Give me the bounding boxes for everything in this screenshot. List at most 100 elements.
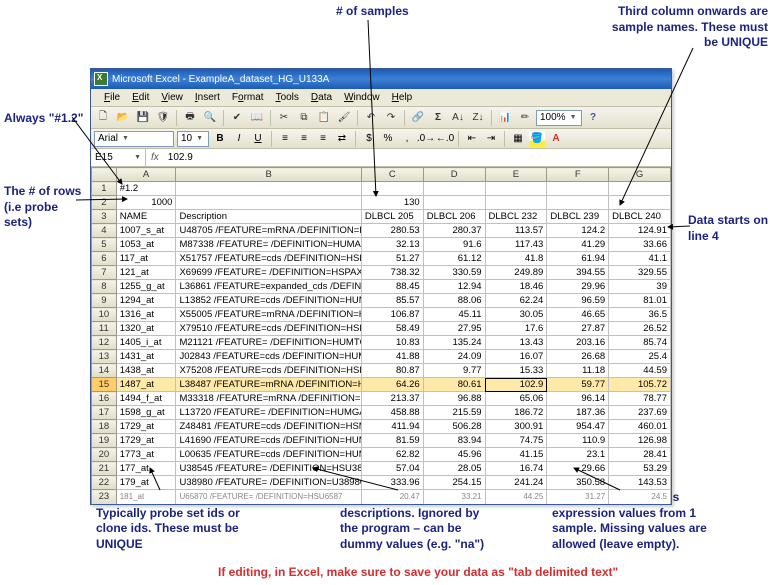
cell[interactable]: 1773_at <box>116 448 176 462</box>
table-row[interactable]: 51053_atM87338 /FEATURE= /DEFINITION=HUM… <box>92 238 671 252</box>
cell[interactable]: 15.33 <box>485 364 547 378</box>
table-row[interactable]: 21000130 <box>92 196 671 210</box>
cell[interactable]: 23.1 <box>547 448 609 462</box>
print-icon[interactable]: 🖶 <box>181 109 199 127</box>
row-header[interactable]: 12 <box>92 336 117 350</box>
cell[interactable]: 121_at <box>116 266 176 280</box>
row-header[interactable]: 2 <box>92 196 117 210</box>
cell[interactable]: 44.25 <box>485 490 547 504</box>
spreadsheet-grid[interactable]: A B C D E F G 1#1.2210001303NAMEDescript… <box>91 167 671 504</box>
dec-indent-icon[interactable]: ⇤ <box>464 131 480 147</box>
cell[interactable]: 1405_i_at <box>116 336 176 350</box>
menu-file[interactable]: File <box>99 91 125 104</box>
cell[interactable] <box>423 182 485 196</box>
cell[interactable]: M21121 /FEATURE= /DEFINITION=HUMTCS <box>176 336 361 350</box>
cell[interactable]: DLBCL 205 <box>361 210 423 224</box>
cell[interactable]: L13852 /FEATURE=cds /DEFINITION=HUM1U <box>176 294 361 308</box>
row-header[interactable]: 9 <box>92 294 117 308</box>
bold-icon[interactable]: B <box>212 131 228 147</box>
cell[interactable]: 1598_g_at <box>116 406 176 420</box>
cell[interactable]: 300.91 <box>485 420 547 434</box>
cell[interactable]: 249.89 <box>485 266 547 280</box>
row-header[interactable]: 18 <box>92 420 117 434</box>
cell[interactable]: 124.91 <box>609 224 671 238</box>
row-header[interactable]: 3 <box>92 210 117 224</box>
chart-icon[interactable]: 📊 <box>496 109 514 127</box>
cell[interactable]: 25.4 <box>609 350 671 364</box>
cell[interactable]: U65870 /FEATURE= /DEFINITION=HSU6587 <box>176 490 361 504</box>
cell[interactable]: 28.41 <box>609 448 671 462</box>
cell[interactable]: 64.26 <box>361 378 423 392</box>
table-row[interactable]: 91294_atL13852 /FEATURE=cds /DEFINITION=… <box>92 294 671 308</box>
menu-data[interactable]: Data <box>306 91 337 104</box>
zoom-combo[interactable]: 100%▼ <box>536 110 582 126</box>
cell[interactable]: DLBCL 206 <box>423 210 485 224</box>
column-headers[interactable]: A B C D E F G <box>92 168 671 182</box>
cell[interactable]: NAME <box>116 210 176 224</box>
cell[interactable]: 62.82 <box>361 448 423 462</box>
table-row[interactable]: 81255_g_atL36861 /FEATURE=expanded_cds /… <box>92 280 671 294</box>
cell[interactable]: 394.55 <box>547 266 609 280</box>
hyperlink-icon[interactable]: 🔗 <box>409 109 427 127</box>
cell[interactable]: 16.07 <box>485 350 547 364</box>
help-icon[interactable]: ? <box>584 109 602 127</box>
new-icon[interactable]: 🗋 <box>94 109 112 127</box>
cell[interactable]: 53.29 <box>609 462 671 476</box>
table-row[interactable]: 141438_atX75208 /FEATURE=cds /DEFINITION… <box>92 364 671 378</box>
cell[interactable]: M87338 /FEATURE= /DEFINITION=HUMA1SI <box>176 238 361 252</box>
cell[interactable]: 1255_g_at <box>116 280 176 294</box>
cell[interactable]: 59.77 <box>547 378 609 392</box>
cell[interactable]: 254.15 <box>423 476 485 490</box>
percent-icon[interactable]: % <box>380 131 396 147</box>
cell[interactable]: 106.87 <box>361 308 423 322</box>
cell[interactable]: 81.59 <box>361 434 423 448</box>
drawing-icon[interactable]: ✏ <box>516 109 534 127</box>
cell[interactable] <box>485 182 547 196</box>
cell[interactable]: 187.36 <box>547 406 609 420</box>
cell[interactable]: X51757 /FEATURE=cds /DEFINITION=HSP70 <box>176 252 361 266</box>
cell[interactable]: 333.96 <box>361 476 423 490</box>
undo-icon[interactable]: ↶ <box>362 109 380 127</box>
cell[interactable]: 28.05 <box>423 462 485 476</box>
currency-icon[interactable]: $ <box>361 131 377 147</box>
cell[interactable]: 30.05 <box>485 308 547 322</box>
copy-icon[interactable]: ⧉ <box>295 109 313 127</box>
cell[interactable]: 460.01 <box>609 420 671 434</box>
cell[interactable]: 96.59 <box>547 294 609 308</box>
cell[interactable]: 16.74 <box>485 462 547 476</box>
cell[interactable]: 1053_at <box>116 238 176 252</box>
cell[interactable]: 44.59 <box>609 364 671 378</box>
cell[interactable]: 24.5 <box>609 490 671 504</box>
row-header[interactable]: 15 <box>92 378 117 392</box>
cell[interactable] <box>361 182 423 196</box>
col-hdr-d[interactable]: D <box>423 168 485 182</box>
cell[interactable]: 27.87 <box>547 322 609 336</box>
cell[interactable]: 57.04 <box>361 462 423 476</box>
table-row[interactable]: 41007_s_atU48705 /FEATURE=mRNA /DEFINITI… <box>92 224 671 238</box>
cell[interactable]: 280.37 <box>423 224 485 238</box>
cell[interactable]: X55005 /FEATURE=mRNA /DEFINITION=HSC <box>176 308 361 322</box>
cell[interactable]: 181_at <box>116 490 176 504</box>
cell[interactable]: 88.06 <box>423 294 485 308</box>
fill-color-icon[interactable]: 🪣 <box>529 131 545 147</box>
menu-format[interactable]: Format <box>227 91 269 104</box>
cell[interactable] <box>547 182 609 196</box>
cell[interactable]: 110.9 <box>547 434 609 448</box>
cell[interactable]: 31.27 <box>547 490 609 504</box>
col-hdr-f[interactable]: F <box>547 168 609 182</box>
align-right-icon[interactable]: ≡ <box>315 131 331 147</box>
cell[interactable]: 29.66 <box>547 462 609 476</box>
merge-icon[interactable]: ⇄ <box>334 131 350 147</box>
underline-icon[interactable]: U <box>250 131 266 147</box>
redo-icon[interactable]: ↷ <box>382 109 400 127</box>
font-size-combo[interactable]: 10▼ <box>177 131 209 147</box>
cell[interactable]: 83.94 <box>423 434 485 448</box>
table-row[interactable]: 131431_atJ02843 /FEATURE=cds /DEFINITION… <box>92 350 671 364</box>
cell[interactable] <box>176 182 361 196</box>
cell[interactable]: 74.75 <box>485 434 547 448</box>
cell[interactable]: 105.72 <box>609 378 671 392</box>
cell[interactable]: 39 <box>609 280 671 294</box>
format-painter-icon[interactable]: 🖌 <box>335 109 353 127</box>
cell[interactable]: 458.88 <box>361 406 423 420</box>
cell[interactable]: 41.8 <box>485 252 547 266</box>
